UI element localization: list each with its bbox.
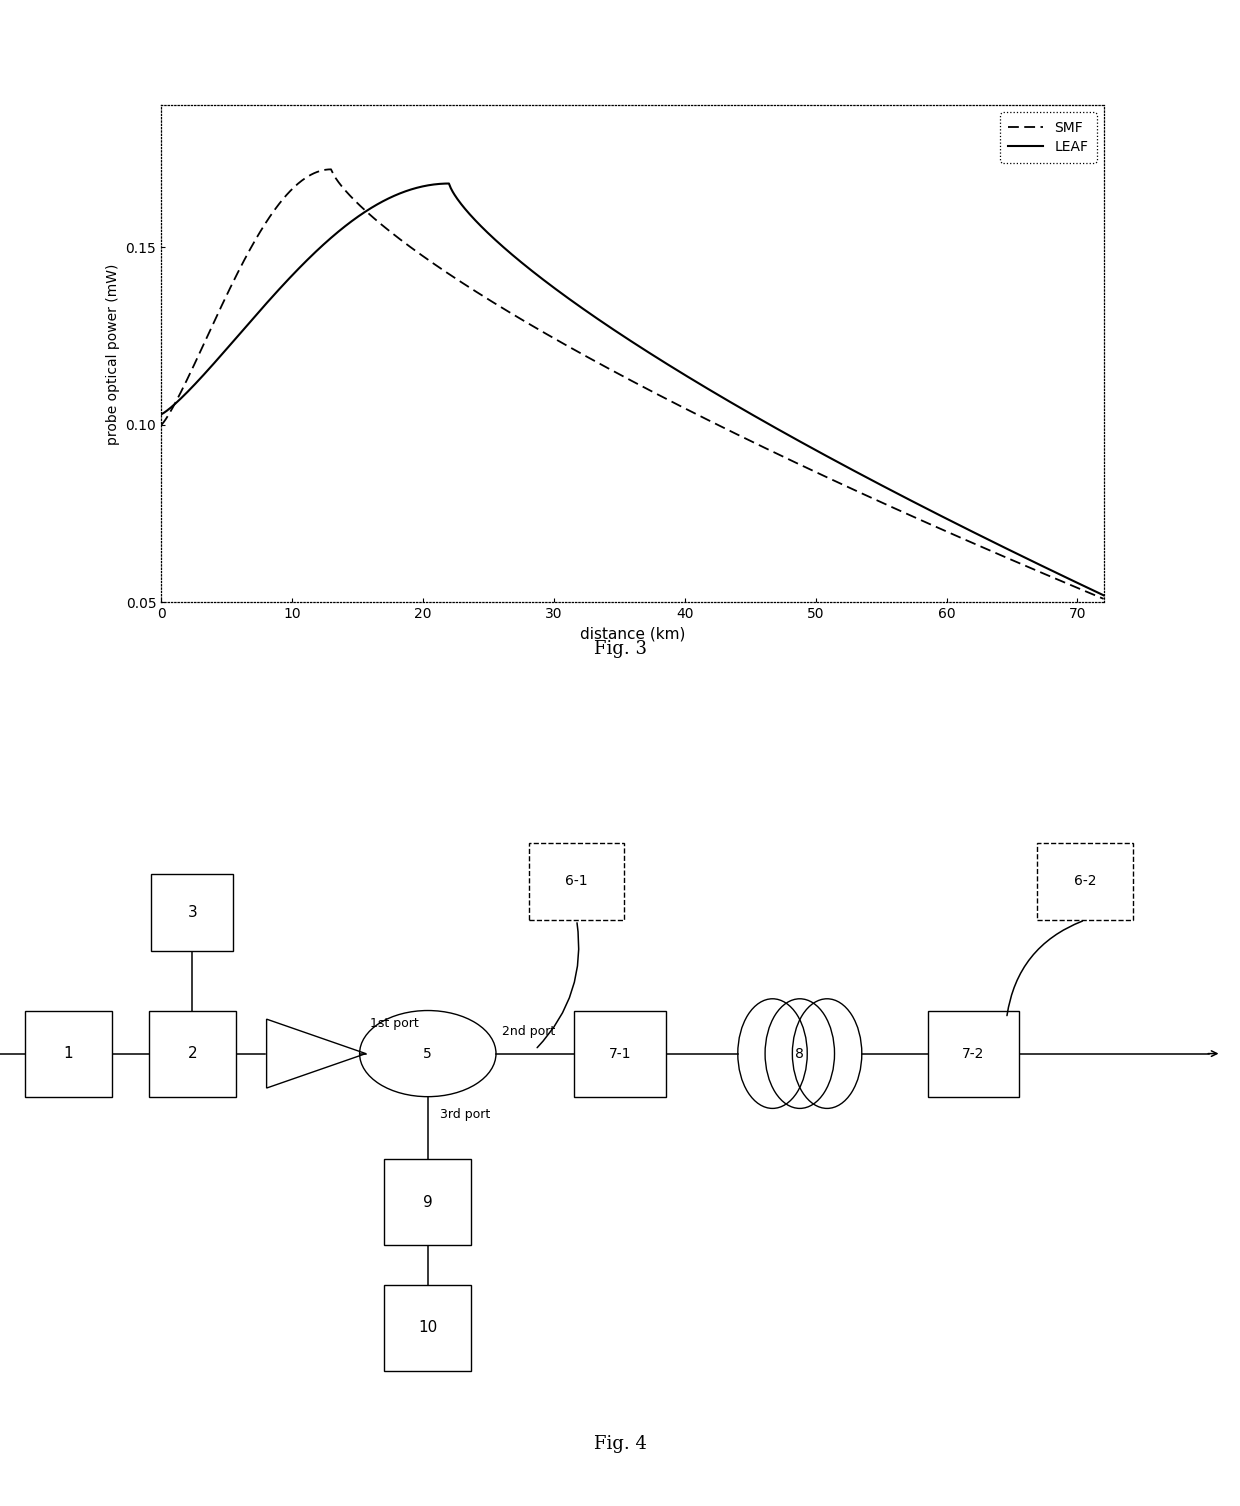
LEAF bbox=[441, 175, 456, 193]
LEAF bbox=[250, 304, 265, 322]
Text: 3: 3 bbox=[187, 905, 197, 920]
Text: Fig. 4: Fig. 4 bbox=[594, 1435, 646, 1453]
LEAF bbox=[889, 485, 904, 503]
SMF bbox=[154, 416, 169, 434]
Bar bbox=[384, 1160, 471, 1245]
Bar bbox=[25, 1011, 112, 1096]
Text: 2: 2 bbox=[187, 1047, 197, 1062]
Legend: SMF, LEAF: SMF, LEAF bbox=[1001, 113, 1096, 163]
Bar bbox=[149, 1011, 236, 1096]
Text: 8: 8 bbox=[795, 1047, 805, 1060]
SMF bbox=[802, 459, 817, 477]
Line: LEAF: LEAF bbox=[161, 184, 1104, 595]
LEAF bbox=[569, 295, 584, 313]
Line: SMF: SMF bbox=[161, 169, 1104, 599]
LEAF bbox=[906, 492, 921, 511]
Text: 1st port: 1st port bbox=[370, 1017, 418, 1030]
SMF bbox=[536, 324, 551, 342]
SMF bbox=[889, 500, 904, 518]
SMF bbox=[250, 227, 265, 245]
Text: 7-2: 7-2 bbox=[962, 1047, 985, 1060]
SMF bbox=[906, 508, 921, 526]
LEAF bbox=[1096, 586, 1111, 604]
Bar bbox=[928, 1011, 1019, 1096]
Text: 2nd port: 2nd port bbox=[502, 1026, 556, 1038]
Y-axis label: probe optical power (mW): probe optical power (mW) bbox=[107, 264, 120, 444]
LEAF bbox=[802, 438, 817, 456]
Text: 6-2: 6-2 bbox=[1074, 875, 1096, 889]
SMF bbox=[1096, 590, 1111, 608]
Text: 10: 10 bbox=[418, 1321, 438, 1336]
Text: 1: 1 bbox=[63, 1047, 73, 1062]
LEAF bbox=[536, 271, 551, 289]
Text: 7-1: 7-1 bbox=[609, 1047, 631, 1060]
Text: Fig. 3: Fig. 3 bbox=[594, 640, 646, 658]
SMF bbox=[324, 160, 339, 178]
Bar bbox=[1037, 842, 1133, 920]
Bar bbox=[574, 1011, 666, 1096]
Bar bbox=[384, 1285, 471, 1370]
Text: 5: 5 bbox=[423, 1047, 433, 1060]
Text: 6-1: 6-1 bbox=[565, 875, 588, 889]
Text: 3rd port: 3rd port bbox=[440, 1108, 491, 1122]
LEAF bbox=[154, 405, 169, 423]
Bar bbox=[151, 873, 233, 952]
SMF bbox=[569, 342, 584, 360]
X-axis label: distance (km): distance (km) bbox=[580, 626, 684, 642]
Text: 9: 9 bbox=[423, 1194, 433, 1209]
Bar bbox=[528, 842, 625, 920]
